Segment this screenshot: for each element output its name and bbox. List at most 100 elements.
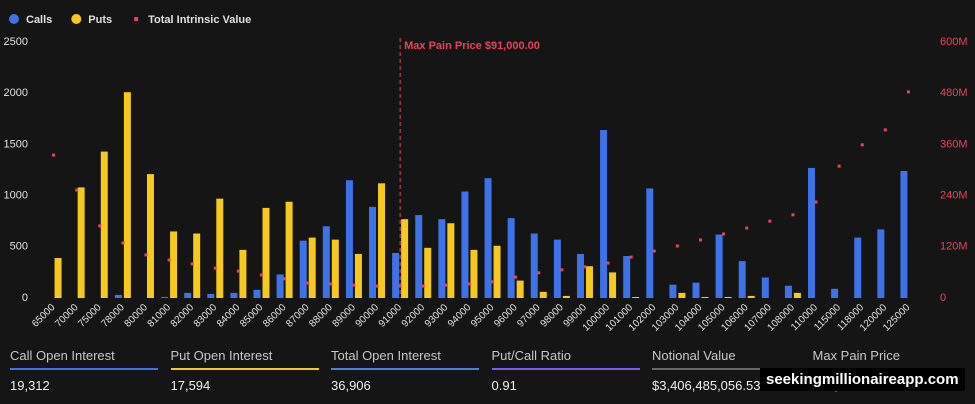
point: [883, 128, 887, 132]
x-tick-label: 95000: [469, 302, 497, 330]
bar: [516, 280, 524, 298]
x-tick-label: 84000: [215, 302, 243, 330]
bar: [461, 191, 469, 298]
x-tick-label: 75000: [76, 302, 104, 330]
x-tick-label: 78000: [99, 302, 127, 330]
bar: [369, 206, 377, 298]
bar: [447, 223, 455, 298]
legend-marker: [9, 14, 19, 24]
bar: [276, 274, 284, 298]
bar: [322, 226, 330, 298]
y2-tick-label: 360M: [940, 138, 968, 150]
legend-marker: [134, 17, 139, 21]
point: [167, 258, 171, 262]
stat-label: Total Open Interest: [331, 348, 441, 363]
stat-value: 0.91: [491, 378, 517, 393]
legend-label: Total Intrinsic Value: [148, 14, 251, 26]
bar: [854, 237, 862, 298]
x-tick-label: 80000: [123, 302, 151, 330]
stat-label: Put/Call Ratio: [491, 348, 571, 363]
stat-underline: [10, 368, 158, 370]
point: [329, 282, 333, 286]
stat-label: Put Open Interest: [170, 348, 273, 363]
x-tick-label: 88000: [307, 302, 335, 330]
legend-marker: [71, 14, 82, 24]
bar: [253, 289, 261, 298]
stat: Put Open Interest 17,594: [170, 348, 319, 393]
legend-label: Calls: [26, 14, 52, 26]
bar: [146, 174, 154, 298]
y2-tick-label: 600M: [940, 36, 968, 48]
point: [837, 164, 841, 168]
bar: [484, 178, 492, 298]
x-tick-label: 96000: [492, 302, 520, 330]
bar: [378, 183, 386, 298]
bar: [308, 237, 316, 298]
point: [144, 253, 148, 257]
point: [98, 224, 102, 228]
point: [52, 153, 56, 157]
point: [352, 283, 356, 287]
y-tick-label: 2500: [4, 36, 28, 48]
y2-tick-label: 240M: [940, 190, 968, 202]
y-tick-label: 1500: [4, 138, 28, 150]
stat-underline: [170, 368, 319, 370]
legend-label: Puts: [88, 14, 112, 26]
bar: [123, 92, 131, 299]
y-tick-label: 2000: [4, 87, 28, 99]
point: [560, 268, 564, 272]
bar: [507, 218, 515, 298]
x-tick-label: 83000: [192, 302, 220, 330]
x-tick-label: 94000: [446, 302, 474, 330]
stat: Total Open Interest 36,906: [331, 348, 479, 393]
point: [421, 284, 425, 288]
bar: [600, 130, 608, 298]
stat-value: 19,312: [10, 378, 50, 393]
bar: [632, 296, 640, 298]
bar: [54, 258, 62, 298]
x-tick-label: 86000: [261, 302, 289, 330]
bar: [161, 296, 169, 298]
bar: [438, 219, 446, 298]
stat-label: Max Pain Price: [812, 348, 900, 363]
x-tick-label: 82000: [169, 302, 197, 330]
x-tick-label: 93000: [423, 302, 451, 330]
bar: [184, 292, 192, 298]
y2-tick-label: 120M: [940, 241, 968, 253]
y-tick-label: 1000: [4, 190, 28, 202]
point: [537, 271, 541, 275]
point: [814, 200, 818, 204]
point: [699, 238, 702, 242]
x-tick-label: 98000: [538, 302, 566, 330]
x-tick-label: 90000: [354, 302, 382, 330]
stat-label: Call Open Interest: [10, 348, 115, 363]
bar: [216, 198, 224, 298]
bar: [424, 247, 432, 298]
bar: [354, 253, 362, 298]
bar: [539, 291, 547, 298]
point: [745, 226, 749, 230]
bar: [193, 233, 201, 298]
y2-tick-label: 0: [940, 292, 946, 304]
bar: [747, 295, 755, 298]
stat: Put/Call Ratio 0.91: [491, 348, 640, 393]
bar: [669, 284, 677, 298]
x-tick-label: 65000: [30, 302, 58, 330]
bar: [493, 245, 501, 298]
x-tick-label: 91000: [377, 302, 405, 330]
point: [375, 284, 379, 288]
bar: [715, 234, 723, 298]
point: [306, 281, 310, 285]
y-tick-label: 0: [22, 292, 28, 304]
bar: [784, 285, 792, 298]
x-tick-label: 89000: [330, 302, 358, 330]
y2-tick-label: 480M: [940, 87, 968, 99]
point: [768, 219, 772, 223]
bar: [230, 292, 238, 298]
bar: [239, 249, 247, 298]
point: [467, 282, 471, 286]
point: [75, 188, 79, 192]
x-tick-label: 97000: [515, 302, 543, 330]
bar: [738, 261, 746, 298]
